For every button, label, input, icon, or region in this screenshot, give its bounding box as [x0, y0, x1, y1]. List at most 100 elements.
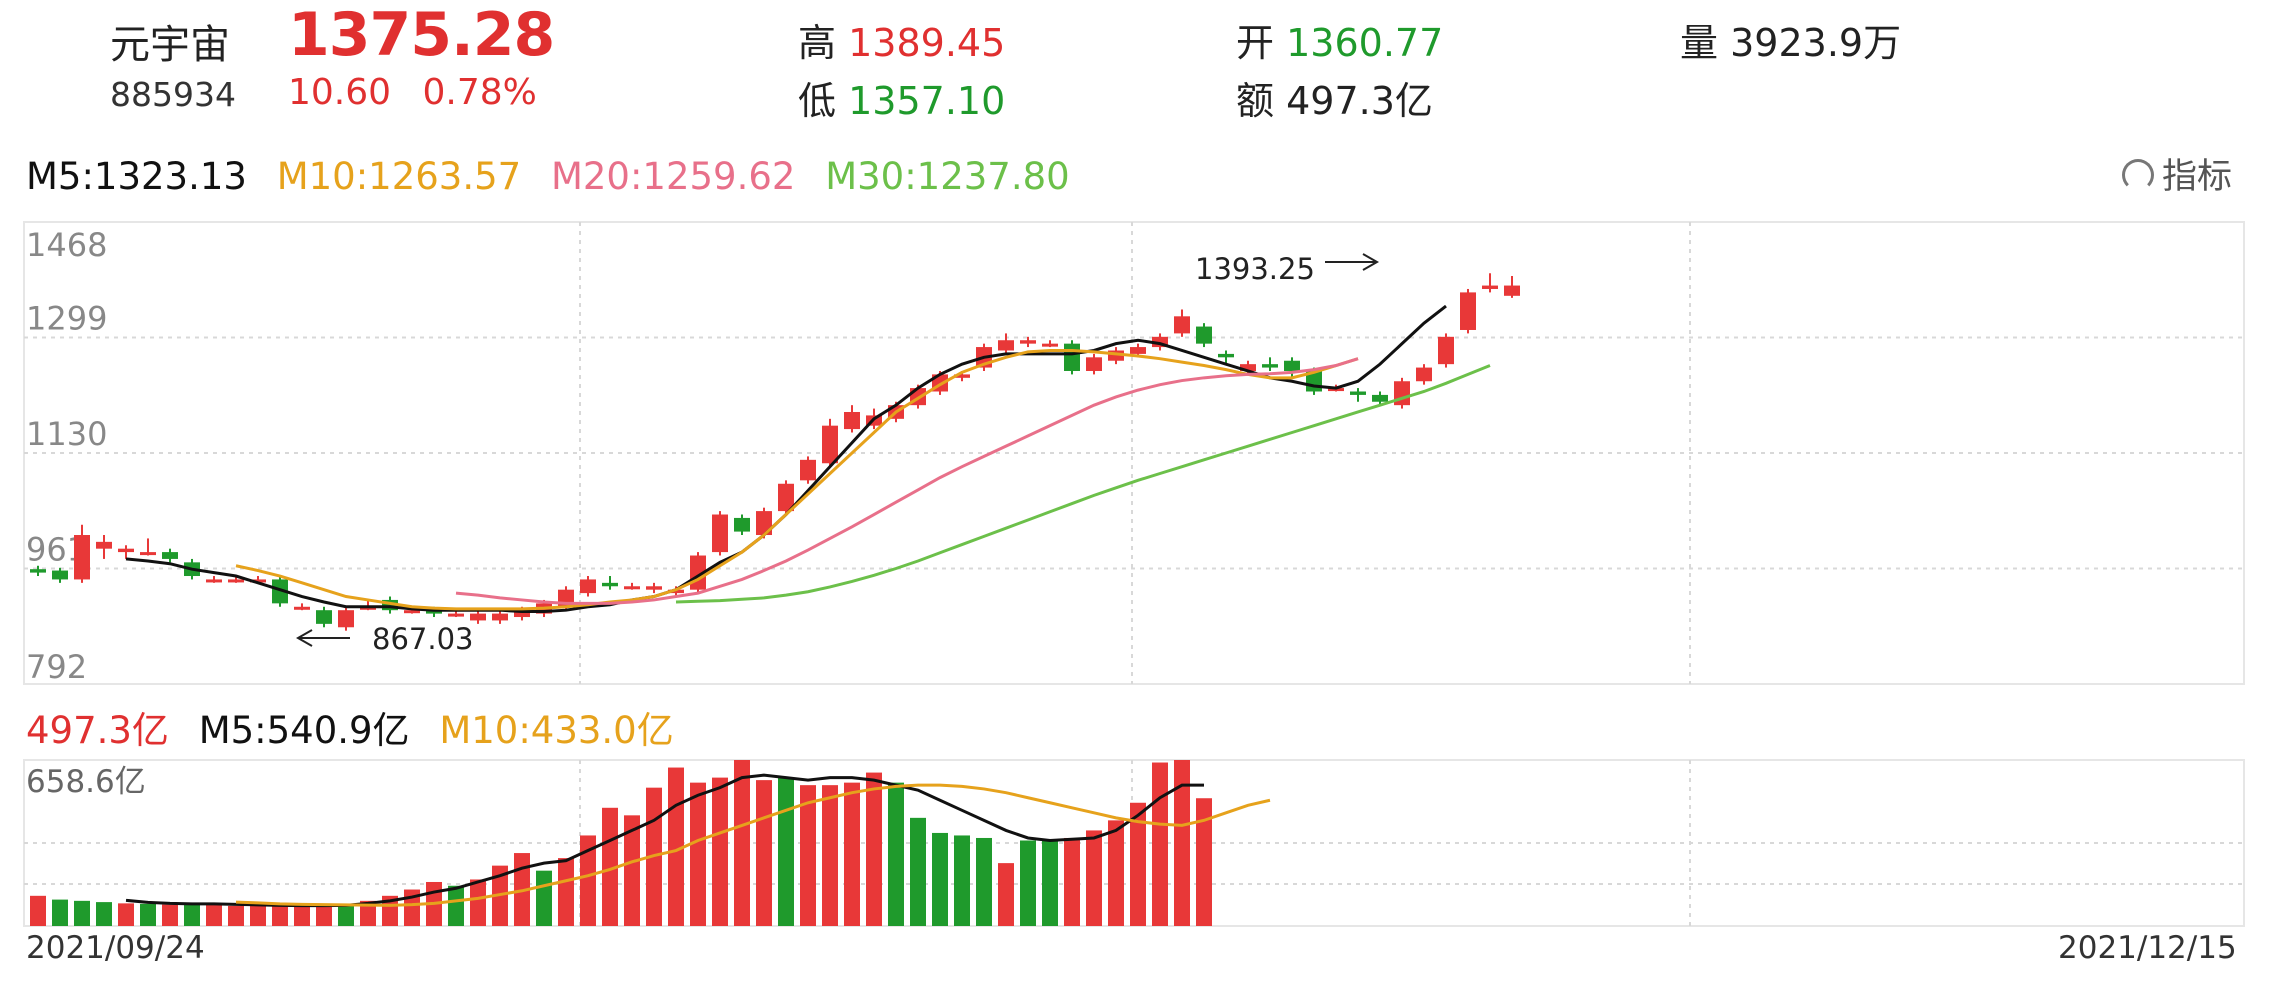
candle-body [844, 411, 860, 430]
volume-legend: 497.3亿 M5:540.9亿 M10:433.0亿 [26, 700, 692, 754]
candle-body [426, 610, 442, 614]
volume-bar [140, 903, 156, 926]
candle-body [492, 613, 508, 621]
volume-bar [1086, 830, 1102, 926]
candle-body [140, 552, 156, 556]
y-tick-label: 1299 [26, 300, 107, 338]
indicator-button[interactable]: 指标 [2121, 148, 2232, 199]
volume-bar [1064, 837, 1080, 926]
volume-label: 量 [1680, 21, 1719, 65]
candle-body [1152, 336, 1168, 348]
x-label-start: 2021/09/24 [26, 930, 205, 966]
volume-bar [558, 858, 574, 926]
volume-bar [96, 902, 112, 926]
candle-body [382, 599, 398, 611]
min-arrow-head [295, 629, 313, 647]
vol-y-tick-label: 658.6亿 [26, 764, 146, 800]
candle-body [1108, 350, 1124, 361]
ma-line-m10 [235, 348, 1359, 611]
amount-label: 额 [1236, 79, 1275, 123]
change-value: 10.60 [288, 72, 392, 113]
volume-bar [52, 899, 68, 926]
volume-bar [448, 885, 464, 926]
amount-value: 497.3亿 [1286, 79, 1433, 123]
candle-body [96, 541, 112, 549]
max-arrow-head [1362, 253, 1380, 271]
volume-bar [360, 900, 376, 926]
gauge-icon [2121, 159, 2154, 191]
open-value: 1360.77 [1286, 21, 1444, 65]
ma-line-m20 [455, 357, 1359, 605]
candle-body [734, 517, 750, 532]
amount-stat: 额 497.3亿 [1236, 70, 1433, 125]
candle-body [228, 579, 244, 583]
candle-body [1350, 391, 1366, 395]
volume-bar [1196, 798, 1212, 926]
vol-m10-legend: M10:433.0亿 [439, 709, 674, 752]
stock-code: 885934 [110, 75, 236, 114]
max-price-label: 1393.25 [1195, 252, 1315, 286]
candle-body [624, 586, 640, 590]
candle-body [1042, 343, 1058, 347]
candle-body [316, 610, 332, 624]
volume-bar [250, 905, 266, 926]
volume-bar [800, 785, 816, 926]
candle-body [998, 340, 1014, 351]
volume-bar [338, 905, 354, 926]
vol-ma-line-m10 [235, 783, 1271, 907]
candle-body [1482, 285, 1498, 289]
candle-body [1196, 326, 1212, 344]
ma-legend: M5:1323.13 M10:1263.57 M20:1259.62 M30:1… [26, 155, 1088, 198]
volume-bar [712, 777, 728, 926]
candle-body [1416, 367, 1432, 382]
volume-bar [536, 870, 552, 926]
volume-bar [1152, 762, 1168, 926]
ma20-legend: M20:1259.62 [550, 155, 796, 198]
volume-bar [866, 772, 882, 926]
candle-body [602, 582, 618, 587]
candle-body [712, 514, 728, 553]
volume-bar [580, 835, 596, 926]
last-price: 1375.28 [288, 0, 555, 70]
candle-body [778, 483, 794, 512]
candle-body [1438, 336, 1454, 365]
candle-body [470, 613, 486, 621]
volume-bar [976, 837, 992, 926]
candle-body [1218, 353, 1234, 358]
volume-bar [624, 815, 640, 926]
ma30-legend: M30:1237.80 [825, 155, 1070, 198]
open-label: 开 [1236, 21, 1275, 65]
candle-body [1174, 316, 1190, 334]
volume-bar [1042, 840, 1058, 926]
volume-bar [272, 905, 288, 926]
change-percent: 0.78% [422, 72, 537, 113]
candle-body [668, 589, 684, 594]
candle-body [1460, 292, 1476, 330]
candle-body [404, 610, 420, 614]
candle-body [1086, 357, 1102, 371]
candle-body [250, 579, 266, 583]
volume-bar [74, 900, 90, 926]
y-tick-label: 1468 [26, 226, 107, 264]
volume-bar [1130, 802, 1146, 926]
candle-body [514, 610, 530, 618]
volume-bar [206, 904, 222, 926]
candle-body [1240, 364, 1256, 371]
candle-body [294, 606, 310, 610]
volume-bar [690, 782, 706, 926]
indicator-label: 指标 [2161, 157, 2232, 197]
candle-body [1284, 360, 1300, 371]
candle-body [822, 425, 838, 464]
candle-body [1372, 394, 1388, 402]
candle-body [1064, 343, 1080, 371]
high-value: 1389.45 [848, 21, 1006, 65]
volume-bar [778, 777, 794, 926]
volume-bar [822, 785, 838, 926]
ma-line-m5 [125, 304, 1447, 614]
candle-body [448, 613, 464, 617]
candle-body [756, 511, 772, 536]
candle-body [338, 610, 354, 628]
volume-bar [954, 835, 970, 926]
volume-bar [1020, 840, 1036, 926]
candle-body [1262, 364, 1278, 368]
